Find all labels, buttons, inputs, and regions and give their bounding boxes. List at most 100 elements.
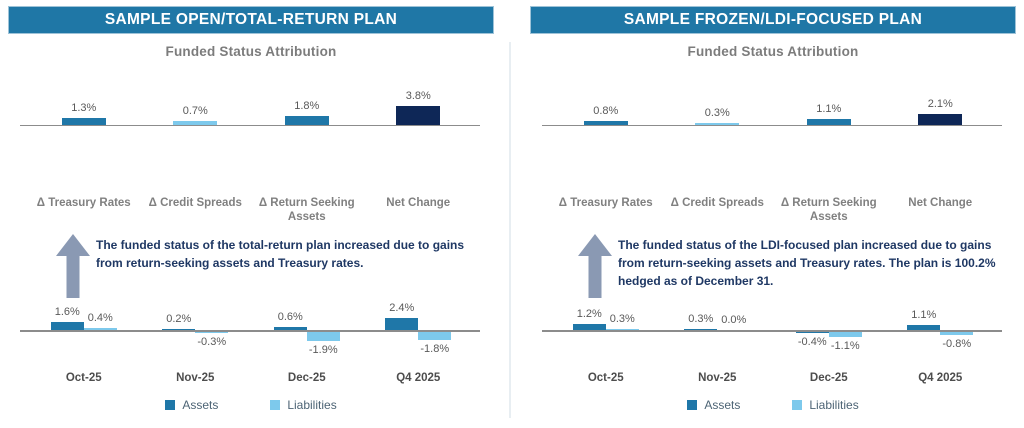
legend-label-assets: Assets	[704, 398, 741, 412]
bar	[195, 331, 229, 333]
bar-value-label: -0.8%	[942, 338, 972, 351]
month-labels: Oct-25 Nov-25 Dec-25 Q4 2025	[550, 372, 996, 384]
attribution-category-labels: Δ Treasury Rates Δ Credit Spreads Δ Return…	[28, 196, 474, 224]
chart-legend: Assets Liabilities	[530, 398, 1016, 412]
category-label: Oct-25	[587, 372, 624, 384]
bar-value-label: 3.8%	[405, 90, 431, 103]
bar-value-label: 0.3%	[609, 312, 635, 325]
category-label: Net Change	[386, 197, 451, 209]
category-label: Δ Return Seeking Assets	[258, 197, 355, 223]
bar	[396, 106, 441, 125]
bar-value-label: 2.1%	[927, 98, 953, 111]
bar	[284, 115, 329, 125]
bar-value-label: 1.6%	[54, 306, 80, 319]
bar-value-label: 0.7%	[182, 105, 208, 118]
up-arrow-icon	[578, 234, 612, 298]
bar-value-label: 0.0%	[721, 314, 747, 326]
bar	[306, 331, 340, 341]
panel-open-total-return: SAMPLE OPEN/TOTAL-RETURN PLAN Funded Sta…	[8, 6, 494, 412]
chart-title: Funded Status Attribution	[687, 44, 859, 59]
bar-value-label: -1.9%	[308, 343, 338, 356]
bar-value-label: 2.4%	[389, 302, 415, 315]
bar-value-label: -1.1%	[830, 339, 860, 352]
panel-frozen-ldi: SAMPLE FROZEN/LDI-FOCUSED PLAN Funded St…	[512, 0, 1024, 428]
attribution-chart: 0.8% 0.3% 1.1% 2.1%	[542, 78, 1002, 126]
legend-item-liabilities: Liabilities	[270, 398, 337, 412]
category-label: Δ Treasury Rates	[36, 197, 131, 209]
annotation-block: The funded status of the LDI-focused pla…	[530, 232, 1016, 304]
bar	[61, 118, 106, 125]
legend-label-assets: Assets	[182, 398, 219, 412]
category-label: Oct-25	[65, 372, 102, 384]
bar-value-label: 0.4%	[87, 312, 113, 325]
legend-label-liabilities: Liabilities	[287, 398, 337, 412]
x-axis-line	[20, 124, 480, 126]
bar	[583, 120, 628, 125]
bar-value-label: 0.8%	[593, 104, 619, 117]
bar	[828, 331, 862, 337]
bar	[385, 318, 419, 330]
bar-value-label: 0.3%	[688, 312, 714, 325]
monthly-change-chart: 1.2% 0.3% 0.3% 0.0% -0.4% -1.1% 1.1% -0.8%	[542, 300, 1002, 362]
bar-value-label: 0.2%	[166, 313, 192, 326]
x-axis-line	[542, 124, 1002, 126]
bar	[173, 121, 218, 125]
bar-value-label: -1.8%	[420, 343, 450, 356]
bar-value-label: 0.3%	[704, 107, 730, 120]
bar	[572, 324, 606, 330]
annotation-text: The funded status of the LDI-focused pla…	[618, 238, 996, 288]
legend-item-liabilities: Liabilities	[792, 398, 859, 412]
bar	[418, 331, 452, 341]
bar	[83, 328, 117, 330]
bar	[795, 331, 829, 334]
attribution-chart: 1.3% 0.7% 1.8% 3.8%	[20, 78, 480, 126]
category-label: Dec-25	[287, 372, 326, 384]
x-axis-line	[20, 330, 480, 332]
bar-value-label: -0.3%	[197, 335, 227, 348]
category-label: Q4 2025	[396, 372, 441, 384]
liabilities-swatch	[792, 400, 803, 410]
legend-item-assets: Assets	[687, 398, 740, 412]
bar	[806, 119, 851, 125]
chart-title: Funded Status Attribution	[165, 44, 337, 59]
category-label: Δ Return Seeking Assets	[780, 197, 877, 223]
bar	[940, 331, 974, 336]
assets-swatch	[165, 400, 176, 410]
chart-legend: Assets Liabilities	[8, 398, 494, 412]
bar	[907, 324, 941, 330]
annotation-text: The funded status of the total-return pl…	[96, 238, 465, 270]
legend-label-liabilities: Liabilities	[809, 398, 859, 412]
category-label: Q4 2025	[918, 372, 963, 384]
bar-value-label: 1.1%	[816, 103, 842, 116]
bar	[162, 329, 196, 330]
bar-value-label: -0.4%	[797, 336, 827, 349]
monthly-change-chart: 1.6% 0.4% 0.2% -0.3% 0.6% -1.9% 2.4% -1.8%	[20, 300, 480, 362]
category-label: Nov-25	[698, 372, 737, 384]
bar-value-label: 0.6%	[277, 311, 303, 324]
assets-swatch	[687, 400, 698, 410]
legend-item-assets: Assets	[165, 398, 218, 412]
bar	[50, 322, 84, 330]
bar	[918, 114, 963, 125]
bar-value-label: 1.3%	[71, 102, 97, 115]
up-arrow-icon	[56, 234, 90, 298]
month-labels: Oct-25 Nov-25 Dec-25 Q4 2025	[28, 372, 474, 384]
category-label: Δ Credit Spreads	[670, 197, 764, 209]
bar	[605, 328, 639, 330]
bar	[695, 123, 740, 125]
liabilities-swatch	[270, 400, 281, 410]
category-label: Δ Treasury Rates	[558, 197, 653, 209]
category-label: Dec-25	[809, 372, 848, 384]
x-axis-line	[542, 330, 1002, 332]
bar-value-label: 1.1%	[911, 308, 937, 321]
panel-title-banner: SAMPLE FROZEN/LDI-FOCUSED PLAN	[530, 6, 1016, 34]
panel-divider	[509, 42, 511, 418]
category-label: Net Change	[908, 197, 973, 209]
bar-value-label: 1.8%	[294, 99, 320, 112]
panel-title-banner: SAMPLE OPEN/TOTAL-RETURN PLAN	[8, 6, 494, 34]
category-label: Nov-25	[176, 372, 215, 384]
annotation-block: The funded status of the total-return pl…	[8, 232, 494, 304]
bar	[684, 328, 718, 330]
category-label: Δ Credit Spreads	[148, 197, 242, 209]
bar-value-label: 1.2%	[576, 308, 602, 321]
